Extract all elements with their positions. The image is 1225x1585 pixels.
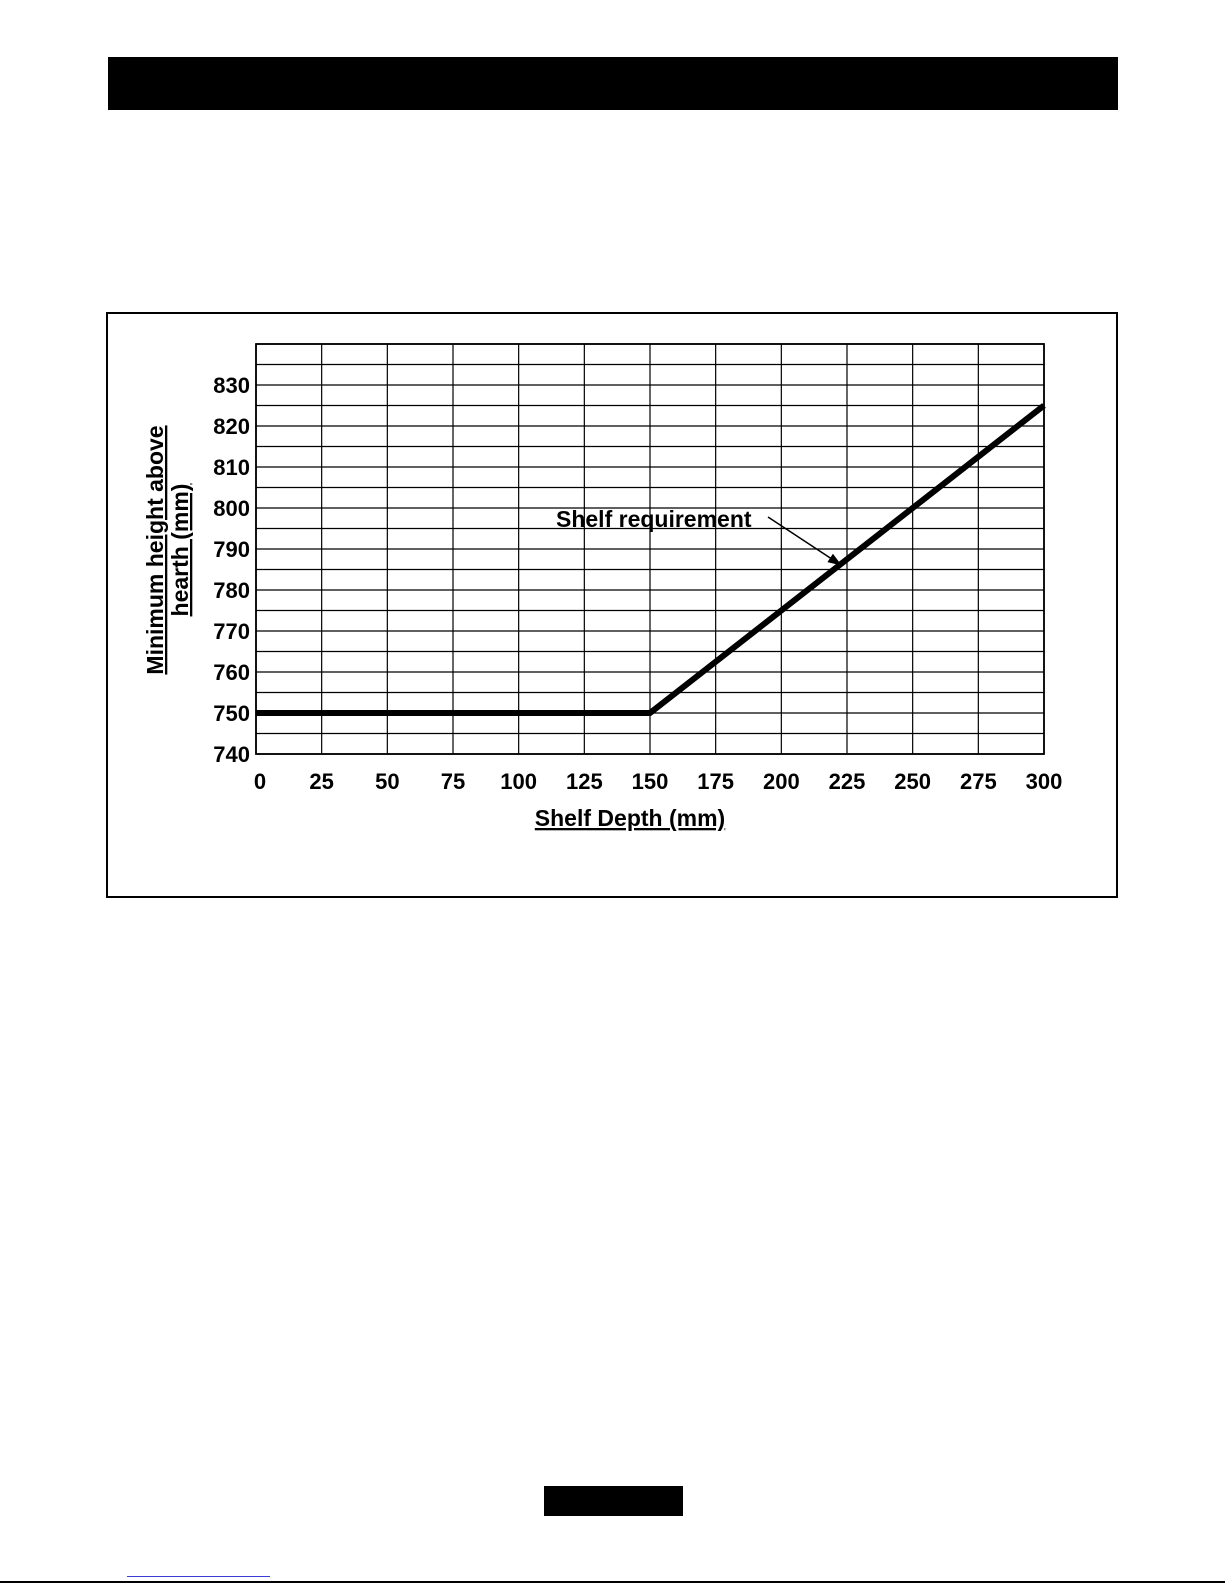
series-line — [256, 403, 1046, 716]
y-axis-label-line-2: hearth (mm) — [167, 484, 193, 617]
footer-bar — [544, 1486, 683, 1516]
y-tick-label: 830 — [213, 373, 250, 398]
y-tick-label: 800 — [213, 496, 250, 521]
y-axis-label-line-1: Minimum height above — [142, 425, 168, 674]
bottom-rule — [0, 1581, 1225, 1583]
bottom-link-underline — [127, 1576, 270, 1577]
x-tick-label: 225 — [829, 769, 866, 794]
series-annotation-label: Shelf requirement — [556, 506, 752, 532]
y-tick-label: 820 — [213, 414, 250, 439]
x-tick-label: 100 — [500, 769, 537, 794]
x-tick-label: 75 — [441, 769, 465, 794]
chart-frame: 740 750 760 770 780 790 800 810 820 830 0 25 50 75 100… — [106, 312, 1118, 898]
x-tick-label: 200 — [763, 769, 800, 794]
y-tick-label: 770 — [213, 619, 250, 644]
header-bar — [108, 57, 1118, 110]
x-tick-label: 50 — [375, 769, 399, 794]
y-tick-label: 810 — [213, 455, 250, 480]
annotation-arrow-head — [827, 553, 842, 566]
y-tick-label: 740 — [213, 742, 250, 767]
x-tick-label: 0 — [254, 769, 266, 794]
x-tick-label: 150 — [632, 769, 669, 794]
y-tick-label: 750 — [213, 701, 250, 726]
x-tick-label: 275 — [960, 769, 997, 794]
x-tick-label: 125 — [566, 769, 603, 794]
line-chart: 740 750 760 770 780 790 800 810 820 830 0 25 50 75 100… — [142, 343, 1063, 831]
x-tick-label: 25 — [309, 769, 333, 794]
y-tick-label: 780 — [213, 578, 250, 603]
x-tick-label: 300 — [1026, 769, 1063, 794]
x-axis-label: Shelf Depth (mm) — [535, 805, 725, 831]
x-tick-label: 175 — [697, 769, 734, 794]
annotation-arrow-line — [767, 516, 843, 567]
y-tick-label: 790 — [213, 537, 250, 562]
x-tick-label: 250 — [894, 769, 931, 794]
y-tick-label: 760 — [213, 660, 250, 685]
plot-border — [255, 343, 1045, 755]
